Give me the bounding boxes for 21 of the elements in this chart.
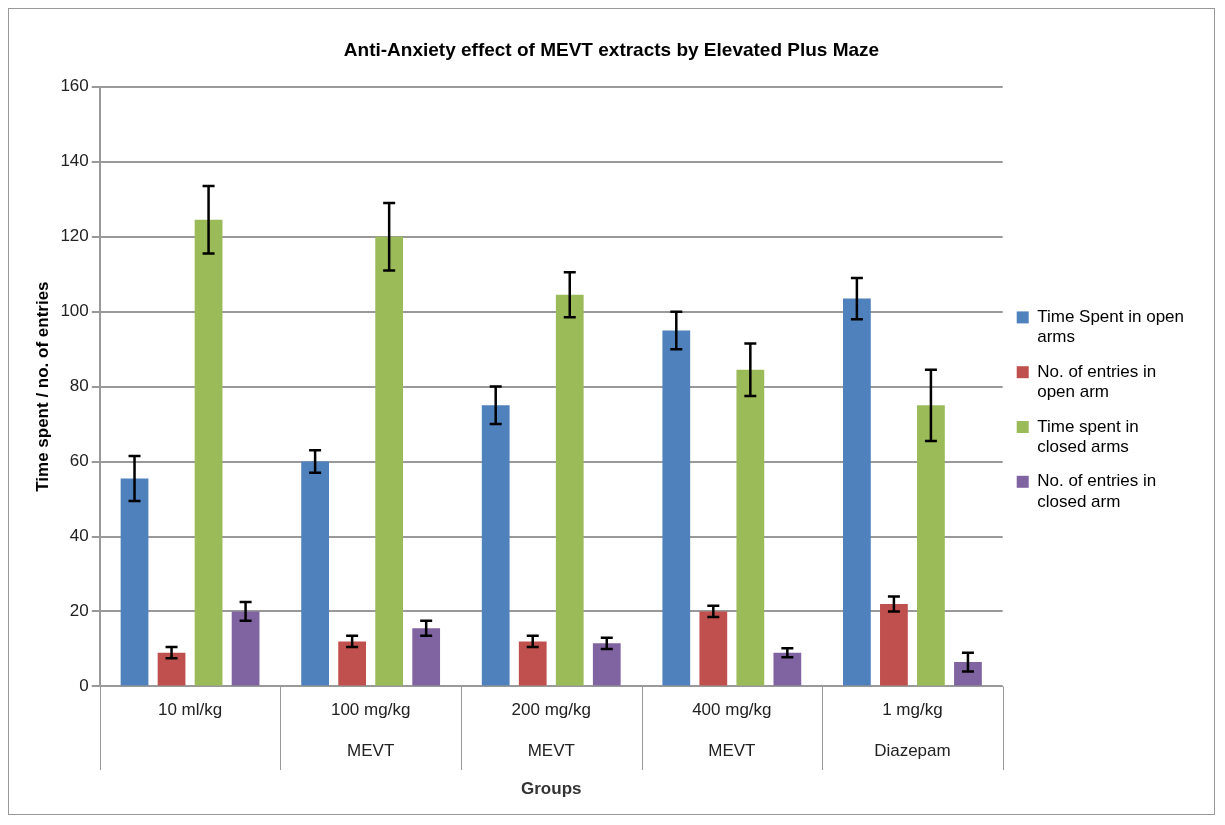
y-tick-label: 0 (79, 676, 89, 696)
legend-label: Time spent in closed arms (1037, 416, 1139, 457)
y-axis-title: Time spent / no. of entries (32, 281, 52, 492)
legend-label: No. of entries in open arm (1037, 361, 1157, 402)
x-axis-title: Groups (521, 779, 582, 799)
y-tick-label: 100 (60, 301, 89, 321)
y-tick-label: 40 (69, 526, 89, 546)
y-tick-label: 20 (69, 601, 89, 621)
category-label: 1 mg/kg Diazepam (874, 700, 951, 761)
x-tick-label: 10 ml/kg (157, 700, 223, 720)
category-label: 100 mg/kg MEVT (330, 700, 411, 761)
legend-label: No. of entries in closed arm (1037, 471, 1157, 511)
category-label: 200 mg/kg MEVT (511, 700, 591, 761)
y-tick-label: 60 (69, 451, 89, 471)
y-tick-label: 80 (69, 376, 89, 396)
y-tick-label: 140 (60, 151, 89, 171)
chart-title: Anti-Anxiety effect of MEVT extracts by Elevated Plus Maze (343, 38, 880, 60)
y-tick-label: 160 (60, 76, 89, 96)
category-label: 400 mg/kg MEVT (692, 700, 772, 761)
legend-label: Time Spent in open arms (1037, 307, 1185, 347)
y-tick-label: 120 (60, 226, 89, 246)
